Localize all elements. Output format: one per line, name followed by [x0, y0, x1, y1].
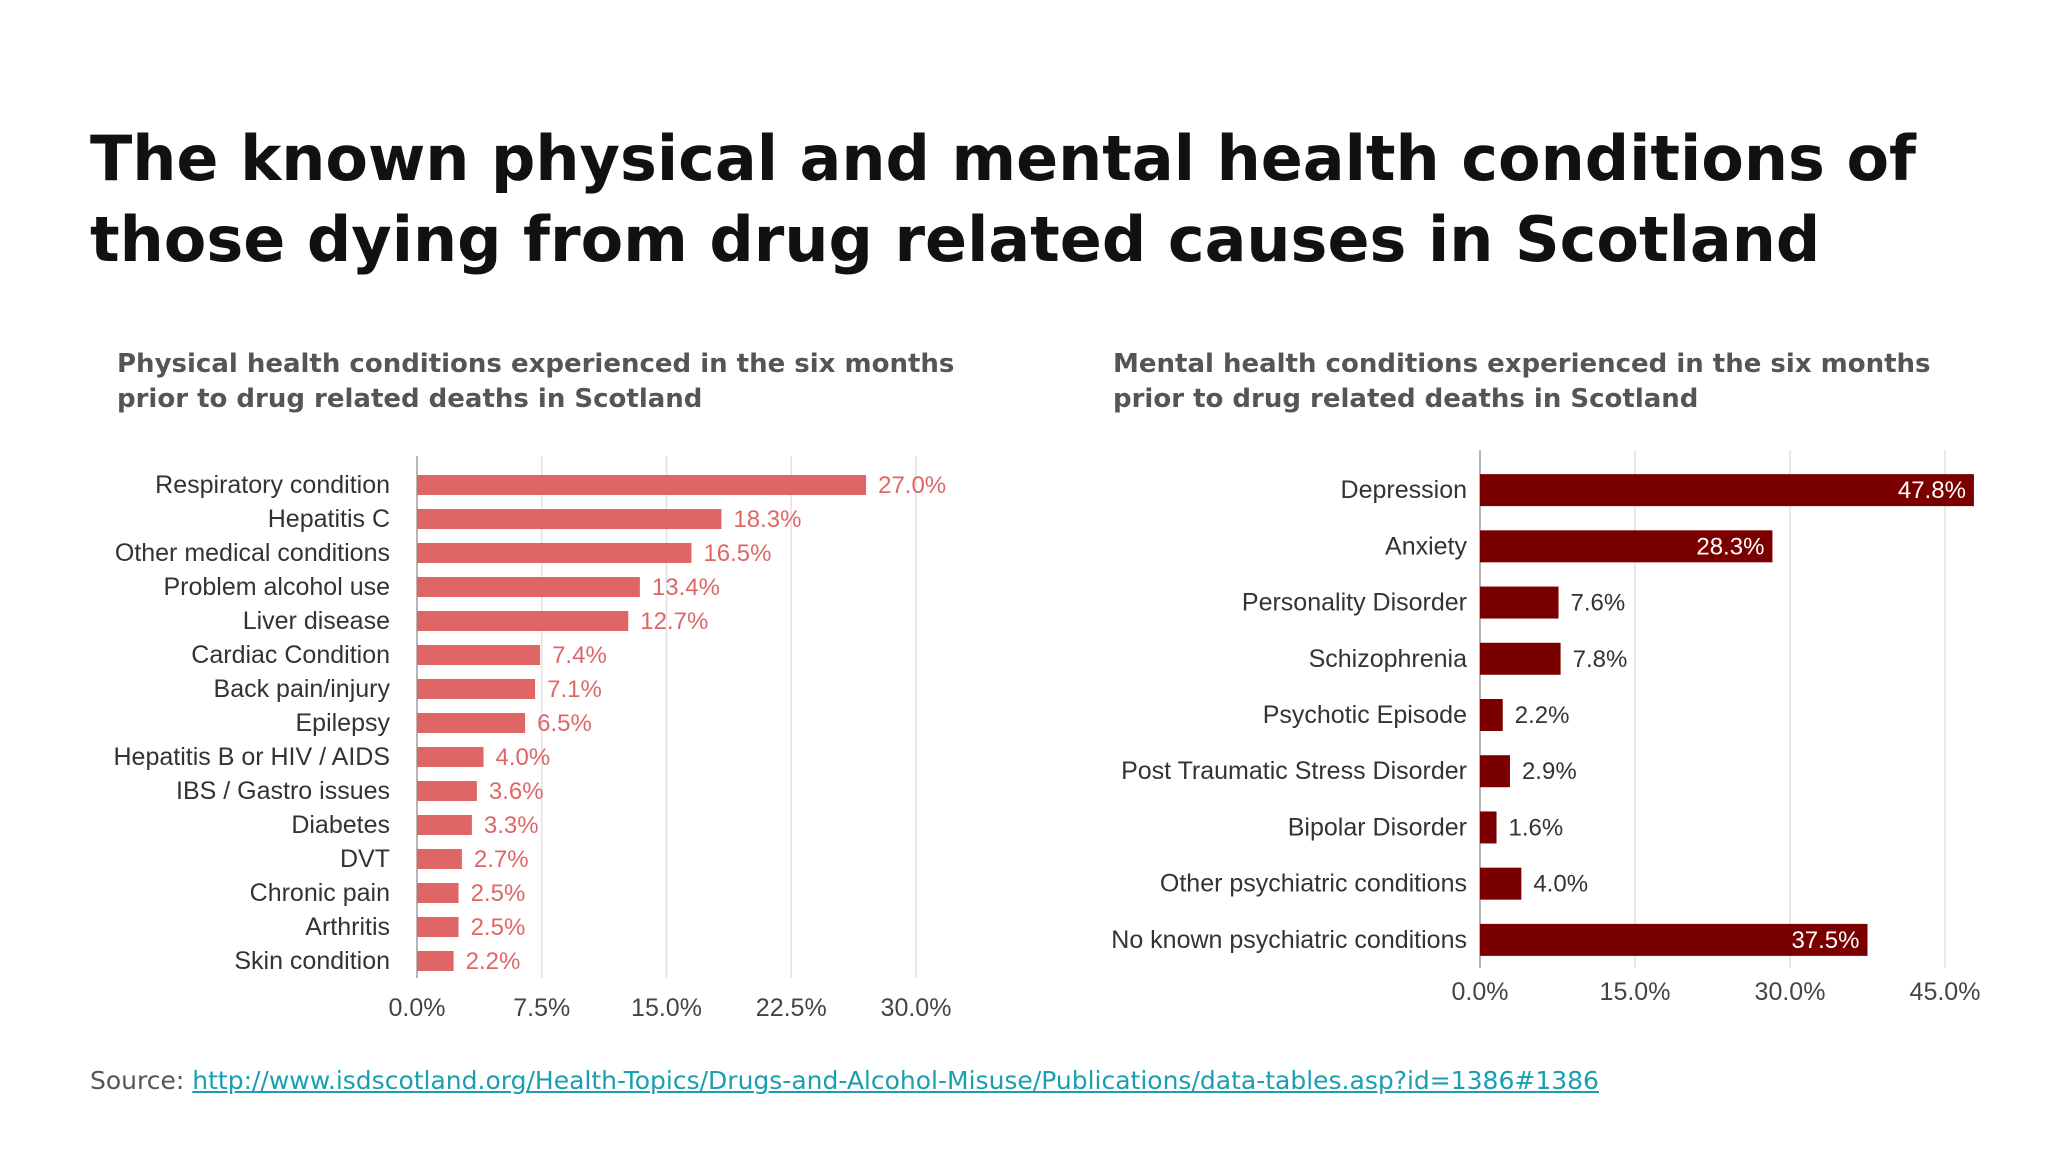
source-label: Source: — [90, 1066, 185, 1095]
physical-category-label: Epilepsy — [296, 709, 391, 737]
physical-chart-title: Physical health conditions experienced i… — [117, 349, 955, 414]
mental-value-label: 2.9% — [1522, 758, 1577, 785]
mental-chart-title: Mental health conditions experienced in … — [1113, 349, 1931, 414]
physical-value-label: 27.0% — [878, 472, 946, 499]
mental-bar — [1480, 699, 1503, 731]
mental-bar — [1480, 474, 1974, 507]
physical-value-label: 2.5% — [471, 914, 526, 941]
mental-health-bar-chart: 0.0%15.0%30.0%45.0%60.0%Depression47.8%A… — [1111, 450, 1981, 1006]
physical-category-label: IBS / Gastro issues — [176, 777, 390, 805]
physical-bar — [417, 713, 526, 733]
physical-category-label: Back pain/injury — [214, 675, 391, 703]
physical-value-label: 3.6% — [489, 778, 544, 805]
mental-category-label: Personality Disorder — [1242, 589, 1467, 617]
mental-value-label: 1.6% — [1509, 814, 1564, 841]
physical-value-label: 4.0% — [496, 744, 551, 771]
physical-category-label: Arthritis — [305, 913, 390, 941]
mental-bar — [1480, 923, 1868, 956]
physical-value-label: 6.5% — [537, 710, 592, 737]
physical-bar — [417, 747, 484, 767]
physical-bar — [417, 645, 541, 665]
physical-category-label: Diabetes — [291, 811, 390, 839]
mental-value-label: 7.8% — [1573, 646, 1628, 673]
physical-bar — [417, 679, 536, 699]
mental-value-label: 28.3% — [1696, 533, 1764, 560]
mental-category-label: Schizophrenia — [1309, 645, 1468, 673]
source-line: Source: http://www.isdscotland.org/Healt… — [90, 1066, 1599, 1095]
mental-category-label: No known psychiatric conditions — [1111, 926, 1467, 954]
mental-x-tick-label: 15.0% — [1600, 978, 1671, 1006]
physical-value-label: 2.2% — [466, 948, 521, 975]
physical-x-tick-label: 7.5% — [513, 994, 570, 1022]
physical-value-label: 2.5% — [471, 880, 526, 907]
physical-category-label: Hepatitis B or HIV / AIDS — [114, 743, 391, 771]
physical-x-tick-label: 30.0% — [881, 994, 952, 1022]
mental-bar — [1480, 811, 1497, 844]
mental-category-label: Post Traumatic Stress Disorder — [1121, 757, 1467, 785]
physical-value-label: 7.4% — [552, 642, 607, 669]
physical-value-label: 18.3% — [733, 506, 801, 533]
physical-category-label: Cardiac Condition — [191, 641, 390, 669]
physical-bar — [417, 509, 722, 529]
physical-value-label: 3.3% — [484, 812, 539, 839]
physical-bar — [417, 917, 459, 937]
physical-bar — [417, 951, 454, 971]
mental-x-tick-label: 45.0% — [1910, 978, 1981, 1006]
physical-value-label: 12.7% — [640, 608, 708, 635]
physical-category-label: Hepatitis C — [268, 505, 390, 533]
mental-value-label: 4.0% — [1533, 871, 1588, 898]
physical-x-tick-label: 22.5% — [756, 994, 827, 1022]
physical-value-label: 2.7% — [474, 846, 529, 873]
physical-category-label: Other medical conditions — [115, 539, 390, 567]
physical-bar — [417, 883, 459, 903]
mental-bar — [1480, 867, 1522, 900]
physical-x-tick-label: 0.0% — [389, 994, 446, 1022]
physical-bar — [417, 577, 640, 597]
mental-category-label: Bipolar Disorder — [1288, 813, 1467, 841]
physical-category-label: Problem alcohol use — [163, 573, 390, 601]
slide-title: The known physical and mental health con… — [90, 122, 1917, 276]
physical-bar — [417, 611, 629, 631]
physical-health-bar-chart: 0.0% 7.5% 15.0% 22.5% 30.0% Respiratory condi… — [114, 456, 952, 1022]
physical-category-label: DVT — [340, 845, 390, 873]
mental-value-label: 2.2% — [1515, 702, 1570, 729]
mental-x-tick-label: 30.0% — [1755, 978, 1826, 1006]
physical-bar — [417, 543, 692, 563]
mental-category-label: Anxiety — [1385, 532, 1467, 560]
mental-bar — [1480, 530, 1773, 563]
physical-bar — [417, 849, 462, 869]
physical-category-label: Skin condition — [234, 947, 390, 975]
mental-bar — [1480, 586, 1559, 619]
physical-category-label: Liver disease — [243, 607, 390, 635]
physical-bar — [417, 815, 472, 835]
mental-value-label: 47.8% — [1898, 477, 1966, 504]
mental-category-label: Other psychiatric conditions — [1160, 870, 1467, 898]
mental-bar — [1480, 755, 1510, 788]
mental-bar — [1480, 642, 1561, 675]
physical-value-label: 16.5% — [703, 540, 771, 567]
mental-category-label: Psychotic Episode — [1263, 701, 1467, 729]
mental-x-tick-label: 0.0% — [1452, 978, 1509, 1006]
mental-value-label: 7.6% — [1571, 590, 1626, 617]
mental-value-label: 37.5% — [1791, 927, 1859, 954]
physical-bar — [417, 475, 867, 495]
mental-category-label: Depression — [1341, 476, 1467, 504]
physical-x-tick-label: 15.0% — [631, 994, 702, 1022]
physical-value-label: 7.1% — [547, 676, 602, 703]
physical-category-label: Respiratory condition — [155, 471, 390, 499]
physical-value-label: 13.4% — [652, 574, 720, 601]
physical-category-label: Chronic pain — [250, 879, 390, 907]
source-link[interactable]: http://www.isdscotland.org/Health-Topics… — [192, 1066, 1599, 1095]
physical-bar — [417, 781, 477, 801]
